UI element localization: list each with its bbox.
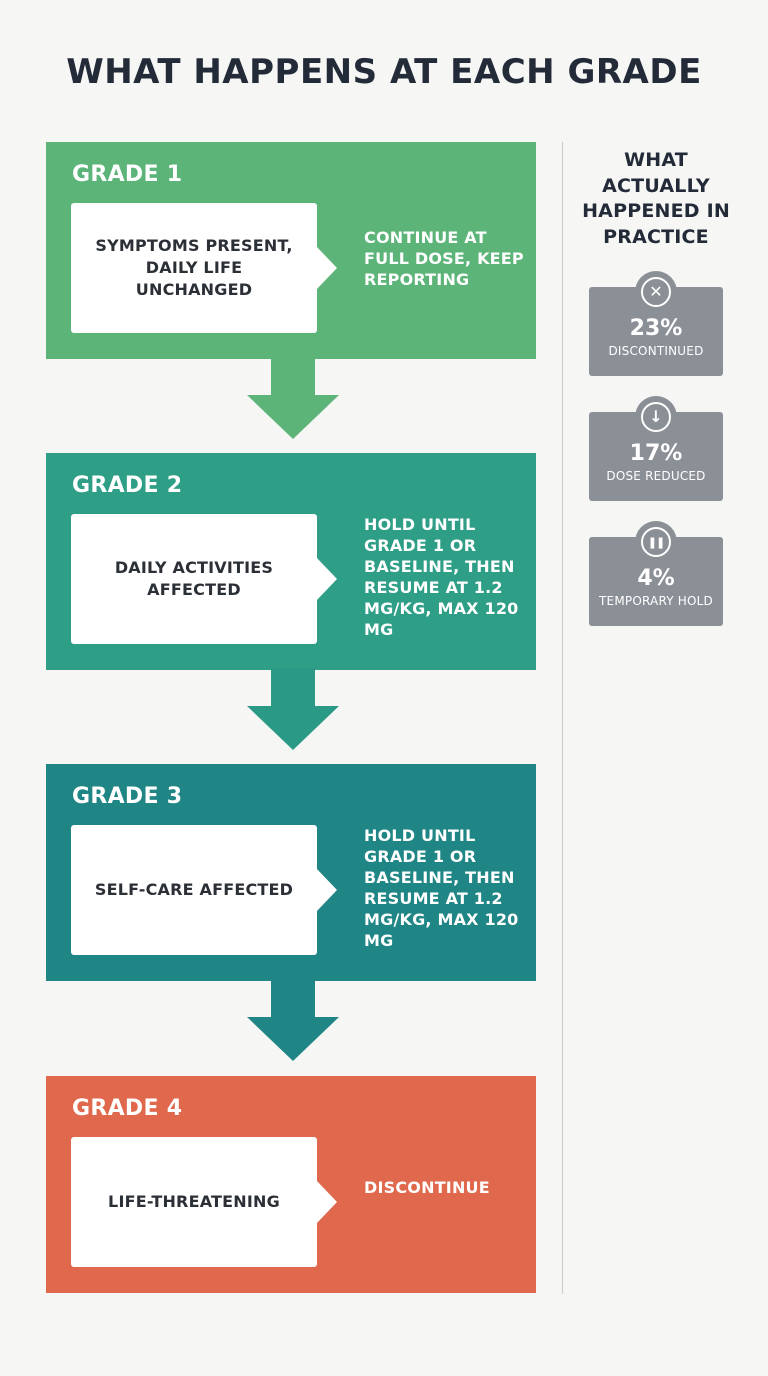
stat-card-discontinued: ✕ 23% DISCONTINUED — [589, 271, 723, 376]
vertical-divider — [562, 142, 563, 1294]
grade-4-card: GRADE 4 LIFE-THREATENING DISCONTINUE — [46, 1076, 536, 1293]
arrow-shape — [247, 668, 339, 750]
action-text: HOLD UNTIL GRADE 1 OR BASELINE, THEN RES… — [364, 514, 519, 639]
symptom-text: LIFE-THREATENING — [108, 1192, 280, 1211]
grade-2-card: GRADE 2 DAILY ACTIVITIES AFFECTED HOLD U… — [46, 453, 536, 670]
symptom-text: SELF-CARE AFFECTED — [94, 880, 294, 899]
down-arrow-1 — [247, 357, 339, 439]
stat-card-dose-reduced: ↓ 17% DOSE REDUCED — [589, 396, 723, 501]
stat-value: 17% — [629, 441, 683, 466]
grade-label: GRADE 3 — [72, 784, 183, 809]
grade-label: GRADE 1 — [72, 162, 183, 187]
arrow-shape — [247, 979, 339, 1061]
icon-glyph: ❚❚ — [641, 527, 671, 557]
stat-value: 4% — [637, 566, 675, 591]
symptom-box: SELF-CARE AFFECTED — [71, 825, 337, 955]
action-text: DISCONTINUE — [364, 1177, 490, 1197]
icon-glyph: ↓ — [641, 402, 671, 432]
symptom-box: SYMPTOMS PRESENT, DAILY LIFE UNCHANGED — [71, 203, 337, 333]
symptom-box: LIFE-THREATENING — [71, 1137, 337, 1267]
stat-label: DOSE REDUCED — [606, 469, 706, 483]
grade-3-card: GRADE 3 SELF-CARE AFFECTED HOLD UNTIL GR… — [46, 764, 536, 981]
arrow-shape — [247, 357, 339, 439]
symptom-box: DAILY ACTIVITIES AFFECTED — [71, 514, 337, 644]
stat-card-temporary-hold: ❚❚ 4% TEMPORARY HOLD — [589, 521, 723, 626]
icon-glyph: ✕ — [641, 277, 671, 307]
down-arrow-3 — [247, 979, 339, 1061]
pause-circle-icon: ❚❚ — [635, 521, 677, 563]
stat-value: 23% — [629, 316, 683, 341]
grade-label: GRADE 2 — [72, 473, 183, 498]
grade-label: GRADE 4 — [72, 1096, 183, 1121]
action-text: HOLD UNTIL GRADE 1 OR BASELINE, THEN RES… — [364, 825, 519, 950]
symptom-text: SYMPTOMS PRESENT, DAILY LIFE UNCHANGED — [95, 236, 293, 299]
stat-label: TEMPORARY HOLD — [599, 594, 713, 608]
sidebar-title: WHAT ACTUALLY HAPPENED IN PRACTICE — [582, 149, 730, 248]
close-circle-icon: ✕ — [635, 271, 677, 313]
grade-1-card: GRADE 1 SYMPTOMS PRESENT, DAILY LIFE UNC… — [46, 142, 536, 359]
page-title: WHAT HAPPENS AT EACH GRADE — [66, 52, 702, 92]
arrow-down-circle-icon: ↓ — [635, 396, 677, 438]
symptom-text: DAILY ACTIVITIES AFFECTED — [114, 558, 274, 599]
down-arrow-2 — [247, 668, 339, 750]
action-text: CONTINUE AT FULL DOSE, KEEP REPORTING — [364, 227, 524, 289]
stat-label: DISCONTINUED — [608, 344, 704, 358]
